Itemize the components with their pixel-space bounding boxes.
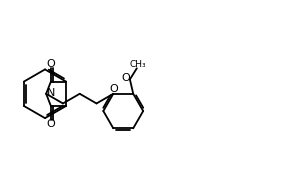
Text: O: O	[46, 59, 55, 69]
Text: O: O	[46, 119, 55, 129]
Text: O: O	[109, 84, 118, 94]
Text: O: O	[122, 73, 130, 83]
Text: CH₃: CH₃	[130, 60, 146, 69]
Text: N: N	[46, 88, 55, 98]
